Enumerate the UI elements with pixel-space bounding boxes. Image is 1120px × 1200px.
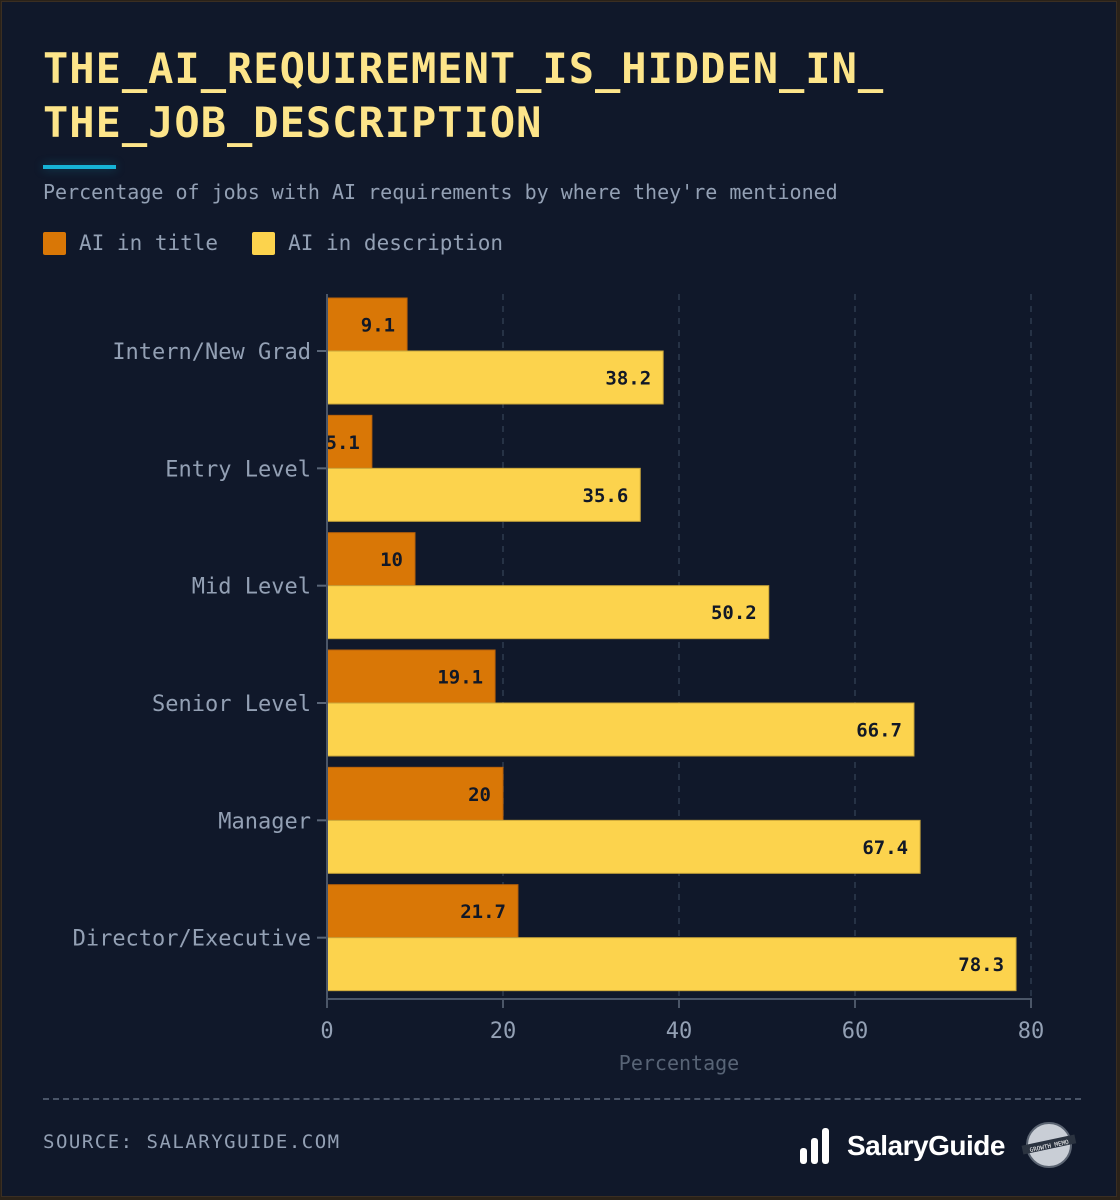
chart-subtitle: Percentage of jobs with AI requirements … [43, 180, 838, 204]
bar-title-5 [326, 884, 519, 939]
bar-description-3 [326, 702, 915, 757]
growth-memo-badge-icon: GROWTH MEMO [1021, 1122, 1077, 1168]
bar-title-2 [326, 532, 416, 587]
category-label-5: Director/Executive [73, 927, 311, 952]
title-accent-line [43, 165, 116, 169]
bar-title-1 [326, 414, 373, 469]
data-label-title-5: 21.7 [460, 901, 506, 923]
legend-item-title: AI in title [43, 231, 218, 255]
bar-description-2 [326, 585, 770, 640]
legend-label-title: AI in title [79, 231, 219, 255]
category-label-0: Intern/New Grad [112, 340, 311, 365]
legend: AI in title AI in description [43, 231, 537, 255]
data-label-description-0: 38.2 [605, 368, 651, 390]
bar-description-0 [326, 350, 664, 405]
xtick-label-80: 80 [1018, 1019, 1045, 1044]
data-label-description-1: 35.6 [583, 485, 629, 507]
legend-swatch-description [252, 231, 276, 255]
brand-name: SalaryGuide [847, 1130, 1005, 1161]
category-label-2: Mid Level [192, 575, 311, 600]
category-label-1: Entry Level [165, 457, 311, 482]
data-label-title-4: 20 [468, 784, 491, 806]
bar-description-5 [326, 937, 1017, 992]
data-label-description-3: 66.7 [856, 720, 902, 742]
brand-logo: SalaryGuide [800, 1128, 1005, 1164]
bar-title-3 [326, 649, 496, 704]
data-label-title-2: 10 [380, 549, 403, 571]
chart-title: THE_AI_REQUIREMENT_IS_HIDDEN_IN_ THE_JOB_… [43, 44, 885, 147]
data-label-title-1: 5.1 [326, 432, 360, 454]
bar-chart: 9.1 38.2 Intern/New Grad 5.1 35.6 Entry Level… [73, 294, 1045, 1075]
legend-swatch-title [43, 231, 66, 255]
bar-title-4 [326, 766, 504, 821]
xtick-label-0: 0 [320, 1019, 333, 1044]
bar-description-4 [326, 819, 921, 874]
xtick-label-20: 20 [490, 1019, 517, 1044]
category-label-4: Manager [218, 809, 311, 834]
category-label-3: Senior Level [152, 692, 311, 717]
data-label-description-4: 67.4 [862, 837, 908, 859]
data-label-description-5: 78.3 [958, 954, 1004, 976]
legend-label-description: AI in description [288, 231, 504, 255]
data-label-description-2: 50.2 [711, 602, 757, 624]
xtick-label-60: 60 [842, 1019, 869, 1044]
x-axis-label: Percentage [619, 1051, 739, 1075]
xtick-label-40: 40 [666, 1019, 693, 1044]
data-label-title-0: 9.1 [361, 315, 395, 337]
data-label-title-3: 19.1 [437, 667, 483, 689]
legend-item-description: AI in description [252, 231, 503, 255]
bar-description-1 [326, 467, 641, 522]
source-text: SOURCE: SALARYGUIDE.COM [43, 1131, 341, 1153]
salaryguide-bars-icon [800, 1128, 833, 1164]
footer-divider [43, 1098, 1081, 1100]
